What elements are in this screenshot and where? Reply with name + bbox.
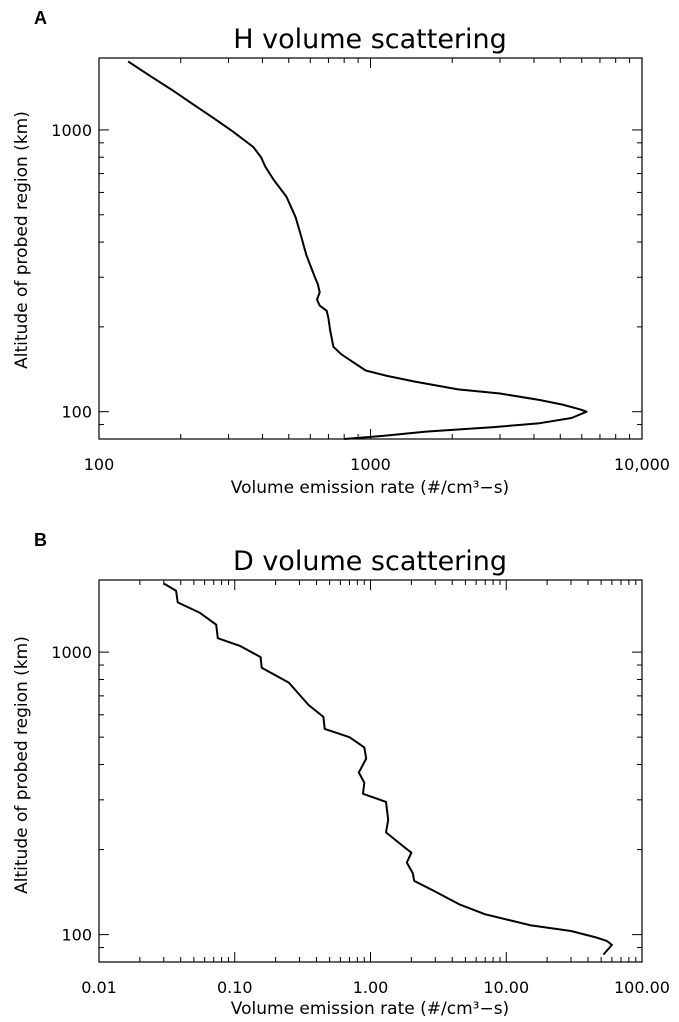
- panel-b-x-tick-label: 0.01: [81, 978, 117, 997]
- panel-a-series-line: [127, 60, 588, 440]
- panel-b-x-tick-label: 100.00: [614, 978, 670, 997]
- panel-a-y-tick-label: 1000: [51, 121, 92, 140]
- panel-a-plot-frame: [98, 57, 643, 440]
- panel-a-label: A: [34, 8, 47, 28]
- panel-b-series-line: [163, 582, 613, 956]
- panel-b: B D volume scattering Volume emission ra…: [12, 530, 670, 1019]
- panel-b-title: D volume scattering: [233, 546, 507, 577]
- panel-b-x-tick-label: 1.00: [353, 978, 389, 997]
- panel-b-x-axis-label: Volume emission rate (#/cm³−s): [231, 999, 509, 1019]
- panel-b-x-tick-label: 10.00: [483, 978, 529, 997]
- panel-a-x-tick-label: 10,000: [614, 455, 670, 474]
- panel-b-y-tick-label: 1000: [51, 643, 92, 662]
- panel-a-title: H volume scattering: [233, 24, 507, 55]
- panel-b-y-tick-label: 100: [61, 926, 92, 945]
- panel-a-x-tick-label: 100: [84, 455, 115, 474]
- panel-b-label: B: [34, 530, 47, 550]
- panel-b-plot-frame: [98, 579, 643, 963]
- panel-a-x-axis-label: Volume emission rate (#/cm³−s): [231, 478, 509, 498]
- panel-a-y-axis-label: Altitude of probed region (km): [12, 111, 32, 369]
- panel-a-y-tick-label: 100: [61, 403, 92, 422]
- panel-a: A H volume scattering Volume emission ra…: [12, 8, 670, 498]
- panel-a-x-tick-label: 1000: [350, 455, 391, 474]
- panel-b-y-axis-label: Altitude of probed region (km): [12, 636, 32, 894]
- panel-b-x-tick-label: 0.10: [217, 978, 253, 997]
